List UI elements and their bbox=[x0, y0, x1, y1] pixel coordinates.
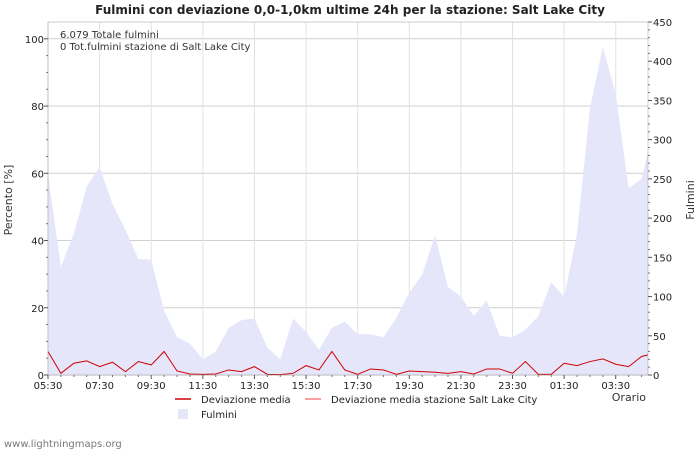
total-strikes-note: 6.079 Totale fulmini bbox=[60, 30, 159, 41]
axis-ticks: 0 20 40 60 80 100 0 50 100 150 200 250 300 350 400 450 0… bbox=[25, 18, 672, 392]
x-tick-label: 21:30 bbox=[446, 381, 475, 392]
y-tick-right-label: 150 bbox=[653, 253, 672, 264]
y-tick-left-label: 80 bbox=[31, 102, 44, 113]
legend-label: Deviazione media stazione Salt Lake City bbox=[331, 395, 537, 406]
y-tick-right-label: 50 bbox=[653, 332, 666, 343]
y-tick-left-label: 60 bbox=[31, 169, 44, 180]
legend-label: Deviazione media bbox=[201, 395, 291, 406]
fulmini-area bbox=[48, 47, 648, 375]
station-strikes-note: 0 Tot.fulmini stazione di Salt Lake City bbox=[60, 42, 250, 53]
x-tick-label: 23:30 bbox=[498, 381, 527, 392]
x-tick-label: 17:30 bbox=[343, 381, 372, 392]
x-tick-label: 03:30 bbox=[601, 381, 630, 392]
y-tick-right-label: 100 bbox=[653, 293, 672, 304]
plot-frame bbox=[47, 21, 649, 376]
x-tick-label: 11:30 bbox=[188, 381, 217, 392]
y-tick-left-label: 100 bbox=[25, 35, 44, 46]
y-tick-right-label: 0 bbox=[653, 371, 659, 382]
y-tick-left-label: 0 bbox=[38, 371, 44, 382]
legend-swatch bbox=[178, 409, 188, 419]
x-tick-label: 07:30 bbox=[85, 381, 114, 392]
x-tick-label: 09:30 bbox=[137, 381, 166, 392]
x-tick-label: 01:30 bbox=[550, 381, 579, 392]
y-tick-right-label: 200 bbox=[653, 214, 672, 225]
x-tick-label: 15:30 bbox=[292, 381, 321, 392]
fulmini-area-layer bbox=[48, 47, 648, 375]
y-axis-right-label: Fulmini bbox=[684, 180, 697, 220]
legend-label: Fulmini bbox=[201, 410, 237, 421]
x-tick-label: 19:30 bbox=[395, 381, 424, 392]
deviation-line-layer bbox=[47, 350, 649, 376]
y-tick-left-label: 20 bbox=[31, 304, 44, 315]
footer-credit: www.lightningmaps.org bbox=[4, 439, 122, 450]
x-tick-label: 13:30 bbox=[240, 381, 269, 392]
chart-title: Fulmini con deviazione 0,0-1,0km ultime … bbox=[95, 3, 605, 17]
y-tick-right-label: 300 bbox=[653, 136, 672, 147]
y-tick-right-label: 450 bbox=[653, 18, 672, 29]
x-axis-label: Orario bbox=[612, 391, 647, 404]
legend: Deviazione media Deviazione media stazion… bbox=[175, 395, 537, 421]
y-tick-right-label: 250 bbox=[653, 175, 672, 186]
y-tick-right-label: 400 bbox=[653, 57, 672, 68]
y-tick-left-label: 40 bbox=[31, 237, 44, 248]
x-tick-label: 05:30 bbox=[34, 381, 63, 392]
y-tick-right-label: 350 bbox=[653, 96, 672, 107]
y-axis-left-label: Percento [%] bbox=[2, 165, 15, 236]
deviazione-media-line bbox=[47, 350, 649, 376]
